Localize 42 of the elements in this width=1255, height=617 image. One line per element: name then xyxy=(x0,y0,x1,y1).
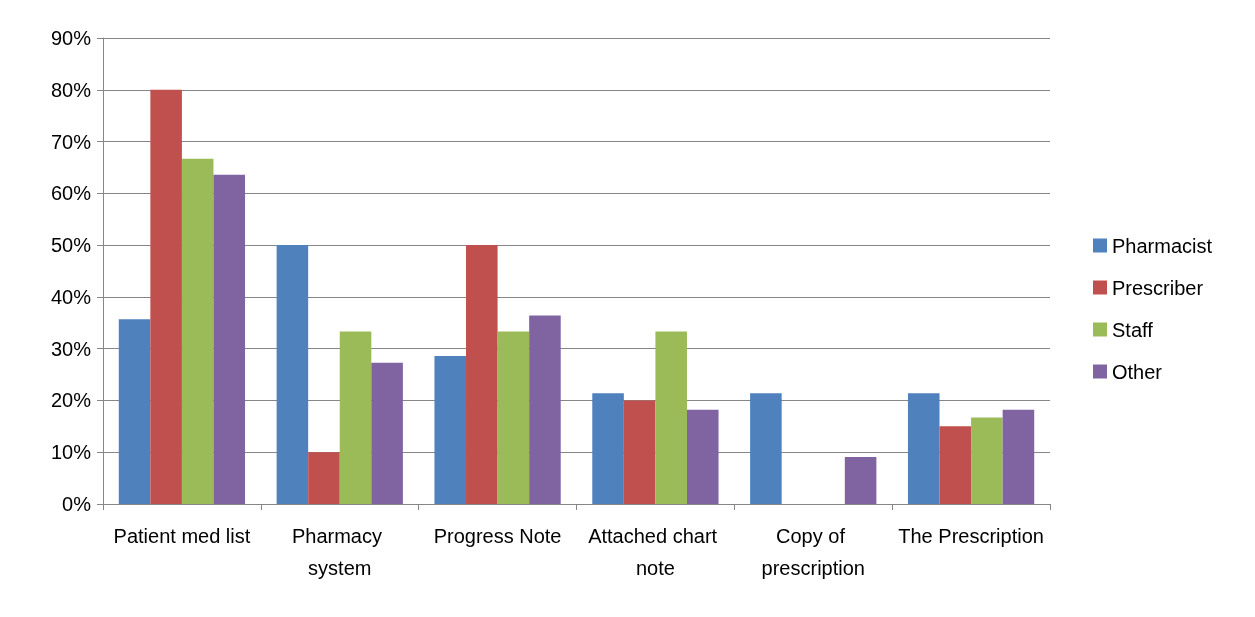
legend-label: Other xyxy=(1112,360,1163,383)
y-tick-label: 70% xyxy=(50,130,92,153)
x-tick-label: The Prescription xyxy=(898,525,1044,547)
legend-label: Staff xyxy=(1112,318,1154,341)
y-tick-label: 60% xyxy=(50,182,92,205)
legend-label: Prescriber xyxy=(1112,276,1204,299)
bar xyxy=(497,331,530,504)
x-tick-label: Attached chart note xyxy=(588,525,723,579)
x-tick-label: Patient med list xyxy=(113,525,251,547)
y-tick-label: 30% xyxy=(50,337,92,360)
bar xyxy=(466,245,498,504)
bar xyxy=(213,174,246,504)
bar xyxy=(118,319,151,504)
bar xyxy=(434,355,467,504)
bar xyxy=(181,158,214,504)
bar xyxy=(844,456,877,504)
bar xyxy=(150,89,182,504)
bar xyxy=(686,409,719,504)
bar xyxy=(623,400,656,504)
bar xyxy=(592,393,624,504)
bar xyxy=(308,452,340,504)
bar xyxy=(750,393,782,504)
bar xyxy=(907,393,940,504)
x-tick-label: Pharmacy system xyxy=(291,525,388,579)
bar xyxy=(1002,409,1035,504)
y-tick-label: 40% xyxy=(50,285,92,308)
y-tick-label: 90% xyxy=(50,27,92,49)
bar xyxy=(971,417,1003,504)
bar xyxy=(371,362,403,504)
bar xyxy=(276,245,309,504)
bar xyxy=(529,315,561,504)
bar xyxy=(939,426,972,504)
y-tick-label: 20% xyxy=(50,389,92,412)
y-tick-label: 0% xyxy=(62,493,92,515)
bar xyxy=(655,331,687,504)
x-tick-label: Progress Note xyxy=(433,525,562,547)
bar xyxy=(339,331,372,504)
x-tick-label: Copy of prescription xyxy=(761,525,865,579)
legend-label: Pharmacist xyxy=(1112,234,1213,257)
y-tick-label: 50% xyxy=(50,234,92,257)
y-tick-label: 10% xyxy=(50,441,92,464)
y-tick-label: 80% xyxy=(50,78,92,101)
